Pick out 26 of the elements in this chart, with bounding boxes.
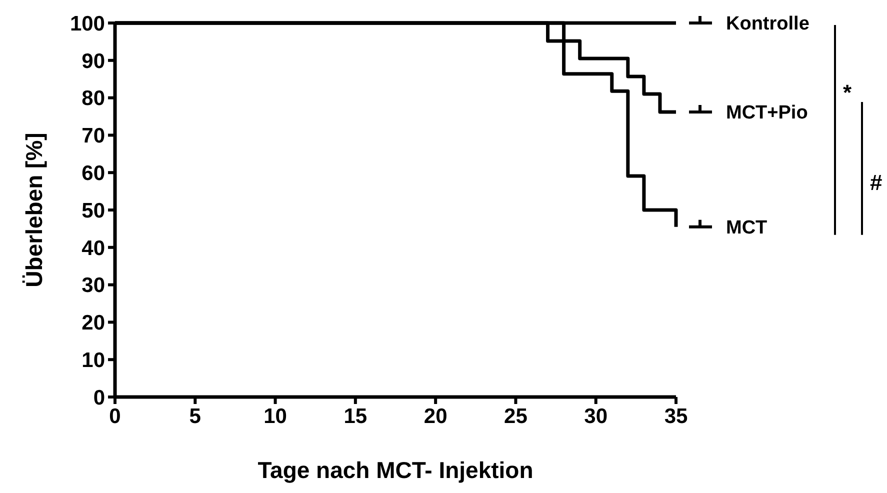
y-axis-title: Überleben [%]	[21, 132, 47, 288]
x-tick-label: 20	[424, 405, 448, 428]
legend-label: MCT	[726, 217, 768, 238]
y-tick-label: 60	[82, 162, 105, 185]
x-axis-title: Tage nach MCT- Injektion	[258, 457, 534, 483]
y-tick-label: 40	[82, 236, 105, 260]
x-tick-label: 35	[664, 405, 688, 428]
x-tick-label: 5	[189, 405, 202, 428]
x-tick-label: 15	[344, 405, 368, 428]
y-tick-label: 100	[70, 12, 105, 36]
y-tick-label: 80	[82, 87, 105, 110]
x-tick-label: 10	[264, 405, 287, 428]
y-tick-label: 20	[82, 312, 105, 335]
legend-label: Kontrolle	[726, 14, 810, 35]
y-tick-label: 0	[93, 386, 105, 410]
x-tick-label: 30	[584, 405, 608, 428]
y-tick-label: 70	[82, 124, 105, 148]
x-tick-label: 25	[504, 405, 528, 428]
text: *	[843, 80, 852, 105]
y-tick-label: 10	[82, 348, 105, 372]
y-tick-label: 90	[82, 50, 105, 73]
text: #	[870, 170, 882, 195]
legend-label: MCT+Pio	[726, 102, 808, 124]
y-tick-label: 30	[82, 274, 105, 298]
y-tick-label: 50	[82, 199, 105, 222]
x-tick-label: 0	[109, 405, 121, 428]
